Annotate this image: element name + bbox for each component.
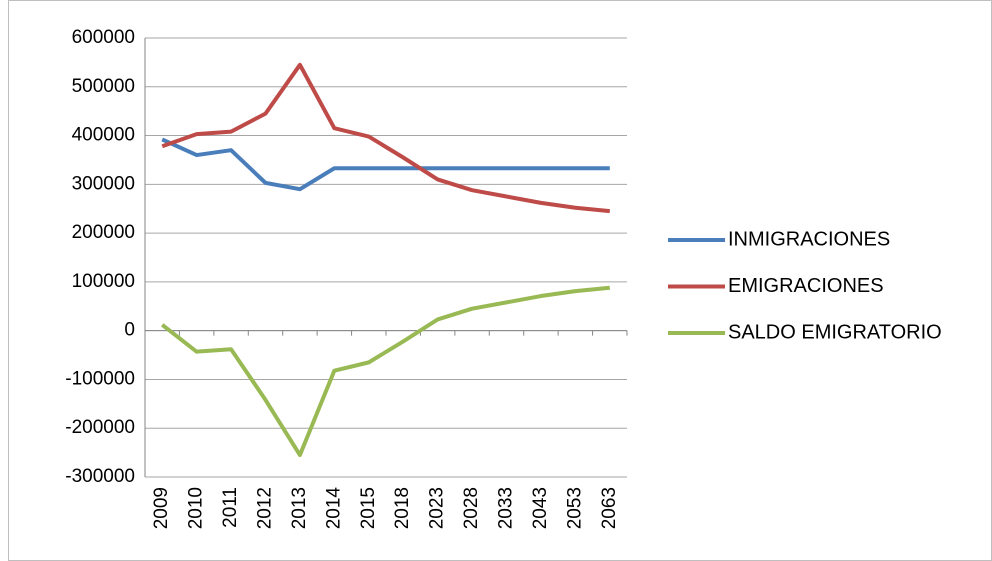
y-tick-label: 300000 (72, 173, 135, 194)
y-tick-label: -200000 (65, 417, 135, 438)
x-tick-label: 2015 (358, 487, 379, 529)
series-line (161, 137, 610, 192)
x-tick-label: 2033 (496, 487, 517, 529)
series-line (160, 285, 610, 458)
x-tick-label: 2012 (255, 487, 276, 529)
legend-label: SALDO EMIGRATORIO (728, 321, 942, 343)
legend-label: INMIGRACIONES (728, 228, 890, 250)
legend-label: EMIGRACIONES (728, 275, 884, 297)
x-tick-label: 2043 (530, 487, 551, 529)
x-tick-label: 2014 (323, 487, 344, 530)
y-tick-label: 100000 (72, 271, 135, 292)
y-tick-label: 500000 (72, 76, 135, 97)
x-tick-label: 2023 (427, 487, 448, 529)
y-tick-label: 0 (124, 320, 135, 341)
x-tick-label: 2011 (220, 487, 241, 528)
series-line (161, 62, 610, 214)
y-tick-label: -100000 (65, 368, 135, 389)
x-tick-label: 2018 (392, 487, 413, 529)
x-tick-label: 2010 (186, 487, 207, 529)
x-tick-label: 2053 (564, 487, 585, 529)
y-tick-label: -300000 (65, 466, 135, 487)
y-tick-label: 400000 (72, 125, 135, 146)
frame (8, 0, 992, 561)
y-tick-label: 200000 (72, 222, 135, 243)
x-tick-label: 2028 (461, 487, 482, 529)
y-tick-label: 600000 (72, 27, 135, 48)
x-tick-label: 2063 (599, 487, 620, 529)
x-tick-label: 2009 (151, 487, 172, 529)
x-tick-label: 2013 (289, 487, 310, 529)
